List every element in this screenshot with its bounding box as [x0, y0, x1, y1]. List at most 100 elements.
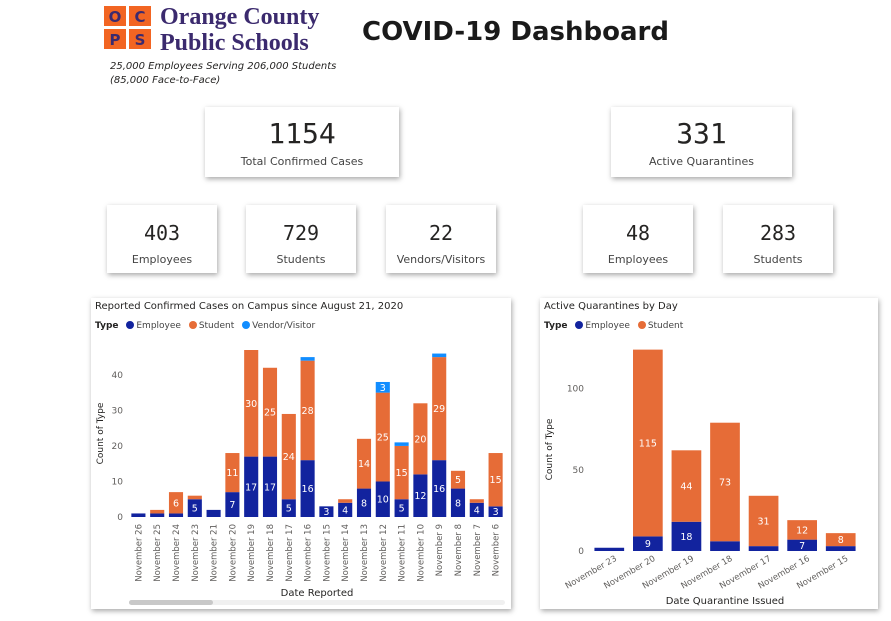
- x-tick-label: November 26: [134, 524, 144, 582]
- cases-students-card[interactable]: 729 Students: [246, 205, 356, 273]
- bar-employee: [244, 456, 259, 517]
- horizontal-scrollbar-track[interactable]: [129, 600, 505, 605]
- bar-student: [787, 520, 817, 540]
- bar-employee: [394, 499, 409, 517]
- data-label-student: 24: [283, 452, 295, 463]
- quarantine-employees-card[interactable]: 48 Employees: [583, 205, 693, 273]
- bar-student: [488, 453, 503, 507]
- confirmed-cases-chart[interactable]: 0 10 20 30 40 Count of Type Date Reported Novem…: [91, 298, 511, 609]
- data-label-student: 11: [226, 468, 238, 479]
- data-label-employee: 5: [399, 504, 405, 515]
- x-tick-label: November 8: [454, 524, 464, 576]
- x-axis-title: Date Reported: [281, 588, 354, 599]
- bar-employee: [187, 499, 202, 517]
- bar-student: [338, 499, 353, 503]
- cases-employees-value: 403: [143, 221, 181, 245]
- data-label-student: 31: [758, 516, 770, 527]
- data-label-employee: 5: [286, 504, 292, 515]
- bar-employee: [469, 502, 484, 517]
- x-tick-label: November 11: [398, 524, 408, 582]
- quarantine-students-card[interactable]: 283 Students: [723, 205, 833, 273]
- quarantine-students-label: Students: [753, 253, 803, 266]
- bar-employee: [633, 536, 663, 551]
- logo-tile-c: [129, 6, 151, 26]
- bar-student: [748, 495, 779, 547]
- active-quarantines-value: 331: [676, 117, 727, 150]
- y-tick-label: 100: [567, 385, 584, 395]
- legend-label-vendor: Vendor/Visitor: [252, 321, 316, 331]
- data-label-employee: 16: [433, 484, 445, 495]
- x-tick-label: November 20: [228, 524, 238, 582]
- bar-student: [469, 499, 484, 503]
- bar-employee: [168, 513, 184, 517]
- y-tick-label: 0: [117, 513, 123, 523]
- data-label-student: 15: [490, 475, 502, 486]
- data-label-employee: 4: [342, 505, 348, 516]
- legend-label-employee: Employee: [585, 321, 630, 331]
- data-label-student: 6: [173, 498, 179, 509]
- horizontal-scrollbar-thumb[interactable]: [129, 600, 213, 605]
- bar-vendor-visitor: [432, 353, 447, 358]
- logo-letter-s: S: [135, 31, 146, 49]
- legend-dot-student: [188, 321, 197, 329]
- x-tick-label: November 19: [247, 524, 257, 582]
- bar-student: [375, 392, 390, 482]
- bar-employee: [450, 488, 466, 517]
- confirmed-cases-chart-panel[interactable]: Reported Confirmed Cases on Campus since…: [91, 298, 511, 609]
- data-label-employee: 3: [323, 507, 329, 518]
- bar-student: [432, 357, 447, 461]
- bar-employee: [356, 488, 372, 517]
- bar-vendor-visitor: [375, 381, 390, 393]
- bar-employee: [262, 456, 278, 517]
- data-label-student: 30: [245, 399, 257, 410]
- logo-letter-c: C: [134, 8, 145, 26]
- data-label-student: 8: [838, 535, 844, 546]
- data-label-employee: 3: [493, 507, 499, 518]
- data-label-employee: 9: [645, 539, 651, 550]
- data-label-employee: 12: [414, 491, 426, 502]
- data-label-employee: 17: [245, 482, 257, 493]
- x-tick-label: November 7: [473, 524, 483, 576]
- legend-title: Type: [544, 321, 568, 331]
- data-label-student: 14: [358, 459, 370, 470]
- data-label-student: 44: [680, 482, 692, 493]
- data-label-employee: 16: [302, 484, 314, 495]
- data-label-student: 20: [414, 434, 426, 445]
- cases-employees-card[interactable]: 403 Employees: [107, 205, 217, 273]
- x-tick-label: November 6: [492, 524, 502, 576]
- chart-legend: Type Employee Student Vendor/Visitor: [95, 321, 315, 331]
- cases-vendors-card[interactable]: 22 Vendors/Visitors: [386, 205, 496, 273]
- x-tick-label: November 15: [322, 524, 332, 582]
- bar-employee: [206, 509, 221, 517]
- active-quarantines-card[interactable]: 331 Active Quarantines: [611, 107, 792, 177]
- tagline-line1: 25,000 Employees Serving 206,000 Student…: [110, 61, 337, 72]
- cases-students-label: Students: [276, 253, 326, 266]
- legend-dot-employee: [575, 321, 584, 329]
- x-tick-label: November 13: [360, 524, 370, 582]
- legend-label-student: Student: [198, 321, 235, 331]
- legend-dot-vendor: [242, 321, 251, 329]
- logo-tile-s: [129, 29, 151, 49]
- bar-employee: [225, 492, 240, 517]
- cases-vendors-value: 22: [428, 221, 454, 245]
- bar-employee: [375, 481, 390, 517]
- active-quarantines-chart[interactable]: 0 50 100 Count of Type Date Quarantine Issue…: [540, 298, 878, 609]
- data-label-employee: 18: [680, 532, 692, 543]
- logo-tile-p: [104, 29, 126, 49]
- cases-vendors-label: Vendors/Visitors: [396, 253, 486, 266]
- bar-employee: [787, 539, 817, 551]
- active-quarantines-chart-panel[interactable]: Active Quarantines by Day Type Employee …: [540, 298, 878, 609]
- bar-student: [187, 495, 202, 500]
- bar-employee: [671, 521, 702, 551]
- bar-employee: [594, 547, 625, 551]
- total-cases-card[interactable]: 1154 Total Confirmed Cases: [205, 107, 399, 177]
- data-label-employee: 8: [361, 498, 367, 509]
- bar-student: [413, 403, 428, 475]
- bar-student: [394, 445, 409, 500]
- x-axis-title: Date Quarantine Issued: [666, 596, 785, 607]
- x-tick-label: November 12: [379, 524, 389, 582]
- bar-student: [450, 470, 466, 489]
- x-tick-label: November 16: [304, 524, 314, 582]
- legend-label-employee: Employee: [136, 321, 181, 331]
- legend-dot-student: [637, 321, 646, 329]
